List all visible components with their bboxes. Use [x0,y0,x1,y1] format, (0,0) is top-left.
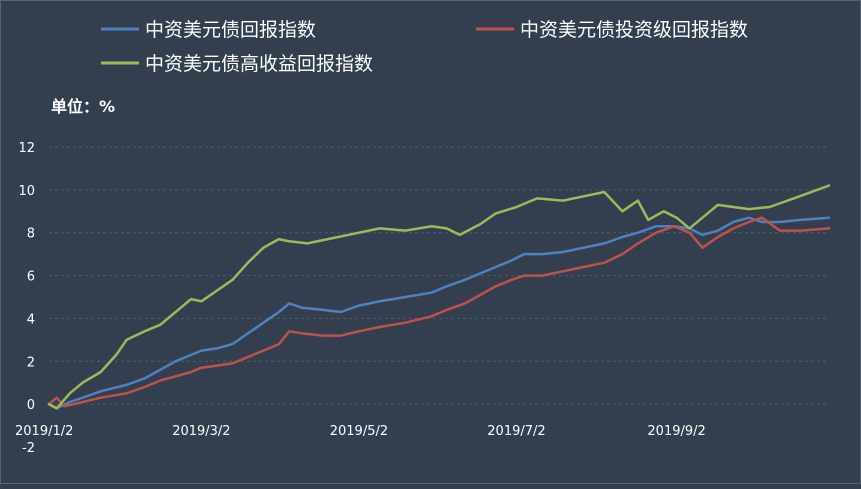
y-tick-label: 2 [27,355,35,370]
legend-label: 中资美元债回报指数 [145,19,316,41]
y-axis: 12 10 8 6 4 2 0 -2 [18,141,35,456]
y-tick-label: 12 [18,141,35,156]
x-tick-label: 2019/9/2 [647,424,705,439]
y-tick-label: 6 [27,270,35,285]
series-line-1 [47,216,831,410]
legend-label: 中资美元债高收益回报指数 [145,53,373,75]
series-lines [47,184,831,410]
y-tick-label: 4 [27,312,35,327]
x-tick-label: 2019/1/2 [15,424,73,439]
x-tick-label: 2019/5/2 [330,424,388,439]
series-line-2 [47,216,831,408]
y-tick-label: -2 [22,441,35,456]
y-tick-label: 0 [27,398,35,413]
y-tick-label: 8 [27,227,35,242]
unit-label: 单位：% [51,97,115,116]
series-line-3 [47,184,831,410]
legend-label: 中资美元债投资级回报指数 [520,19,748,41]
x-axis: 2019/1/2 2019/3/2 2019/5/2 2019/7/2 2019/9/2 [15,424,706,439]
x-tick-label: 2019/7/2 [487,424,545,439]
y-tick-label: 10 [18,184,35,199]
gridlines [49,146,829,405]
x-tick-label: 2019/3/2 [172,424,230,439]
